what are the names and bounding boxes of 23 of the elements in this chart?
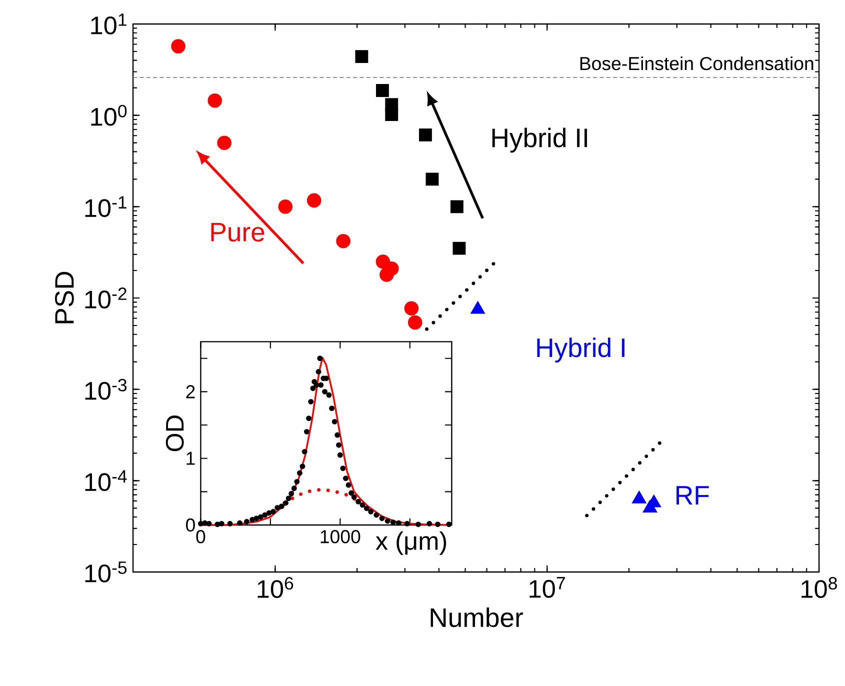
x-axis-title: Number <box>430 608 523 628</box>
y-tick-label: 10$^{0}$ <box>91 104 127 126</box>
x-axis-title: x (μm) <box>376 531 446 555</box>
y-tick-label: 1 <box>186 452 195 465</box>
x-tick-label: 10$^{8}$ <box>802 577 837 598</box>
x-tick-label: 10$^{6}$ <box>258 577 294 598</box>
y-tick-label: 0 <box>186 518 195 532</box>
x-tick-label: 1000 <box>320 530 360 544</box>
y-tick-label: 10$^{-3}$ <box>85 378 127 400</box>
text: Hybrid I <box>537 338 624 362</box>
y-tick-label: 10$^{-4}$ <box>85 470 127 492</box>
text: Hybrid II <box>492 128 587 153</box>
y-axis-title: OD <box>166 416 184 452</box>
x-tick-label: 10$^{7}$ <box>530 577 565 598</box>
y-axis-title: PSD <box>55 272 74 324</box>
y-tick-label: 10$^{-5}$ <box>85 562 127 582</box>
series-label: Pure <box>211 222 264 242</box>
y-tick-label: 10$^{-2}$ <box>85 288 126 309</box>
y-tick-label: 2 <box>186 385 195 398</box>
y-tick-label: 10$^{-1}$ <box>85 196 126 218</box>
series-label: RF <box>676 486 709 504</box>
y-tick-label: 10$^{1}$ <box>91 14 126 34</box>
ref-line-label: Bose-Einstein Condensation <box>580 56 814 70</box>
